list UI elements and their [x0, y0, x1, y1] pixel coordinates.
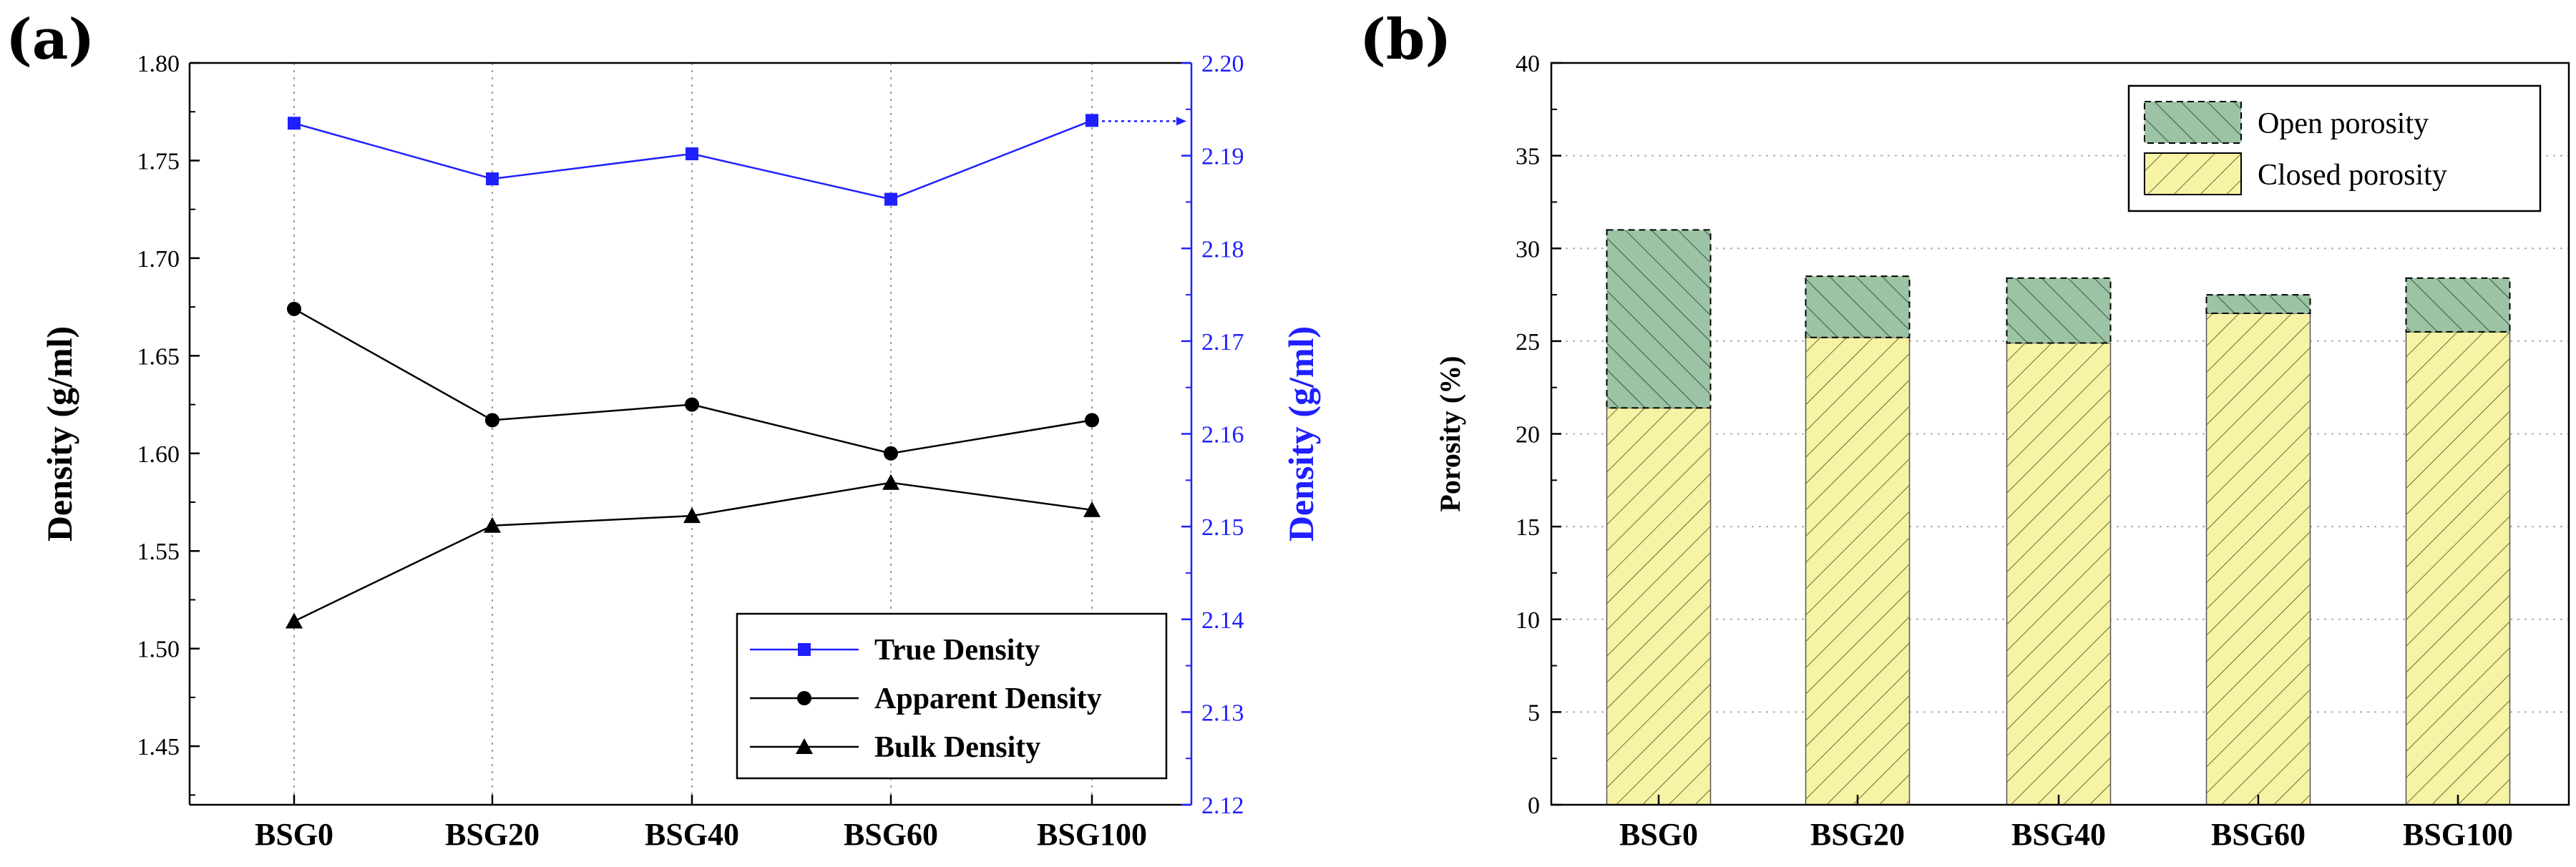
y-tick-label-right: 2.14 — [1201, 607, 1244, 634]
y-tick-label-b: 0 — [1528, 793, 1540, 819]
true-density-point — [288, 117, 301, 130]
legend-b: Open porosity Closed porosity — [2127, 84, 2542, 212]
legend-closed-porosity-label: Closed porosity — [2258, 159, 2447, 192]
y-axis-title-right: Density (g/ml) — [1281, 326, 1321, 542]
panel-a-label: (a) — [6, 7, 94, 72]
x-tick-label: BSG0 — [255, 817, 333, 852]
bulk-density-point — [484, 516, 501, 533]
y-tick-label-b: 5 — [1528, 700, 1540, 726]
legend-bulk-density-label: Bulk Density — [874, 731, 1040, 764]
y-axis-title-b: Porosity (%) — [1434, 356, 1466, 511]
bulk-density-point — [683, 507, 701, 524]
bulk-density-point — [1083, 501, 1101, 517]
y-tick-label-b: 40 — [1516, 51, 1540, 77]
open-porosity-bar-hatch — [1805, 275, 1911, 338]
legend-apparent-density-label: Apparent Density — [874, 682, 1102, 715]
apparent-density-point — [287, 301, 301, 316]
y-tick-label-right: 2.13 — [1201, 700, 1244, 726]
y-tick-label-left: 1.60 — [137, 441, 180, 468]
x-tick-label: BSG20 — [445, 817, 540, 852]
closed-porosity-bar-hatch — [2405, 331, 2511, 805]
legend-closed-porosity-swatch-hatch — [2144, 152, 2242, 195]
true-density-point — [686, 147, 698, 161]
x-tick-label-b: BSG20 — [1810, 817, 1905, 852]
legend-true-density-label: True Density — [874, 634, 1040, 667]
bulk-density-point — [882, 474, 899, 490]
y-tick-label-b: 30 — [1516, 236, 1540, 263]
y-tick-label-right: 2.12 — [1201, 793, 1244, 819]
legend-open-porosity-label: Open porosity — [2258, 107, 2429, 140]
x-tick-label-b: BSG60 — [2211, 817, 2306, 852]
closed-porosity-bar-hatch — [1805, 336, 1911, 805]
x-tick-label-b: BSG0 — [1619, 817, 1698, 852]
open-porosity-bar-hatch — [2006, 277, 2112, 344]
x-tick-label-b: BSG40 — [2011, 817, 2106, 852]
true-density-point — [1085, 114, 1098, 127]
open-porosity-bar-hatch — [2205, 294, 2311, 314]
chart-b: 0 5 10 15 20 25 30 35 40 BSG0 BSG20 BSG40 BSG60 BSG10… — [1434, 51, 2570, 852]
true-density-point — [486, 172, 499, 186]
panel-b-label: (b) — [1360, 7, 1451, 72]
y-tick-label-left: 1.65 — [137, 343, 180, 370]
y-tick-label-left: 1.70 — [137, 246, 180, 273]
chart-a: 1.45 1.50 1.55 1.60 1.65 1.70 1.75 1.80 2.12 2.13… — [39, 51, 1321, 852]
closed-porosity-bar-hatch — [1606, 407, 1712, 805]
apparent-density-point — [685, 397, 699, 412]
apparent-density-point — [884, 446, 898, 461]
true-density-point — [884, 192, 897, 206]
legend-true-density-marker — [798, 643, 811, 656]
open-porosity-bar-hatch — [1606, 229, 1712, 409]
y-tick-label-b: 35 — [1516, 144, 1540, 170]
y-tick-label-right: 2.15 — [1201, 514, 1244, 541]
x-tick-label: BSG60 — [844, 817, 938, 852]
apparent-density-line — [293, 308, 1093, 455]
bulk-density-point — [286, 612, 303, 629]
y-tick-label-left: 1.55 — [137, 539, 180, 565]
y-tick-label-right: 2.17 — [1201, 329, 1244, 356]
y-tick-label-left: 1.80 — [137, 51, 180, 77]
y-tick-label-right: 2.19 — [1201, 144, 1244, 170]
y-tick-label-left: 1.50 — [137, 637, 180, 663]
closed-porosity-bar-hatch — [2006, 342, 2112, 805]
y-tick-label-b: 20 — [1516, 422, 1540, 449]
x-tick-label-b: BSG100 — [2403, 817, 2513, 852]
y-tick-label-right: 2.18 — [1201, 236, 1244, 263]
y-tick-label-right: 2.20 — [1201, 51, 1244, 77]
open-porosity-bar-hatch — [2405, 277, 2511, 333]
y-tick-label-left: 1.75 — [137, 148, 180, 175]
legend-apparent-density-marker — [797, 691, 811, 705]
closed-porosity-bar-hatch — [2205, 313, 2311, 805]
y-tick-label-right: 2.16 — [1201, 422, 1244, 449]
y-tick-label-b: 15 — [1516, 514, 1540, 541]
x-tick-label: BSG100 — [1037, 817, 1147, 852]
legend-open-porosity-swatch-hatch — [2144, 101, 2242, 144]
bulk-density-line — [293, 481, 1093, 622]
y-tick-label-left: 1.45 — [137, 734, 180, 760]
y-tick-label-b: 10 — [1516, 607, 1540, 634]
x-tick-label: BSG40 — [645, 817, 739, 852]
legend-bulk-density-marker — [796, 738, 813, 754]
apparent-density-point — [1085, 413, 1099, 428]
y-axis-title-left: Density (g/ml) — [39, 326, 79, 542]
y-tick-label-b: 25 — [1516, 329, 1540, 356]
apparent-density-point — [485, 413, 499, 428]
